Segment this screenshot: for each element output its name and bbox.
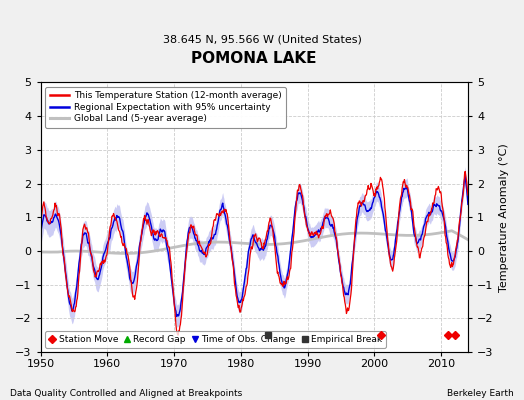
Text: Data Quality Controlled and Aligned at Breakpoints: Data Quality Controlled and Aligned at B… (10, 389, 243, 398)
Legend: Station Move, Record Gap, Time of Obs. Change, Empirical Break: Station Move, Record Gap, Time of Obs. C… (45, 331, 386, 348)
Title: POMONA LAKE: POMONA LAKE (191, 51, 317, 66)
Y-axis label: Temperature Anomaly (°C): Temperature Anomaly (°C) (499, 143, 509, 292)
Text: 38.645 N, 95.566 W (United States): 38.645 N, 95.566 W (United States) (162, 34, 362, 44)
Text: Berkeley Earth: Berkeley Earth (447, 389, 514, 398)
